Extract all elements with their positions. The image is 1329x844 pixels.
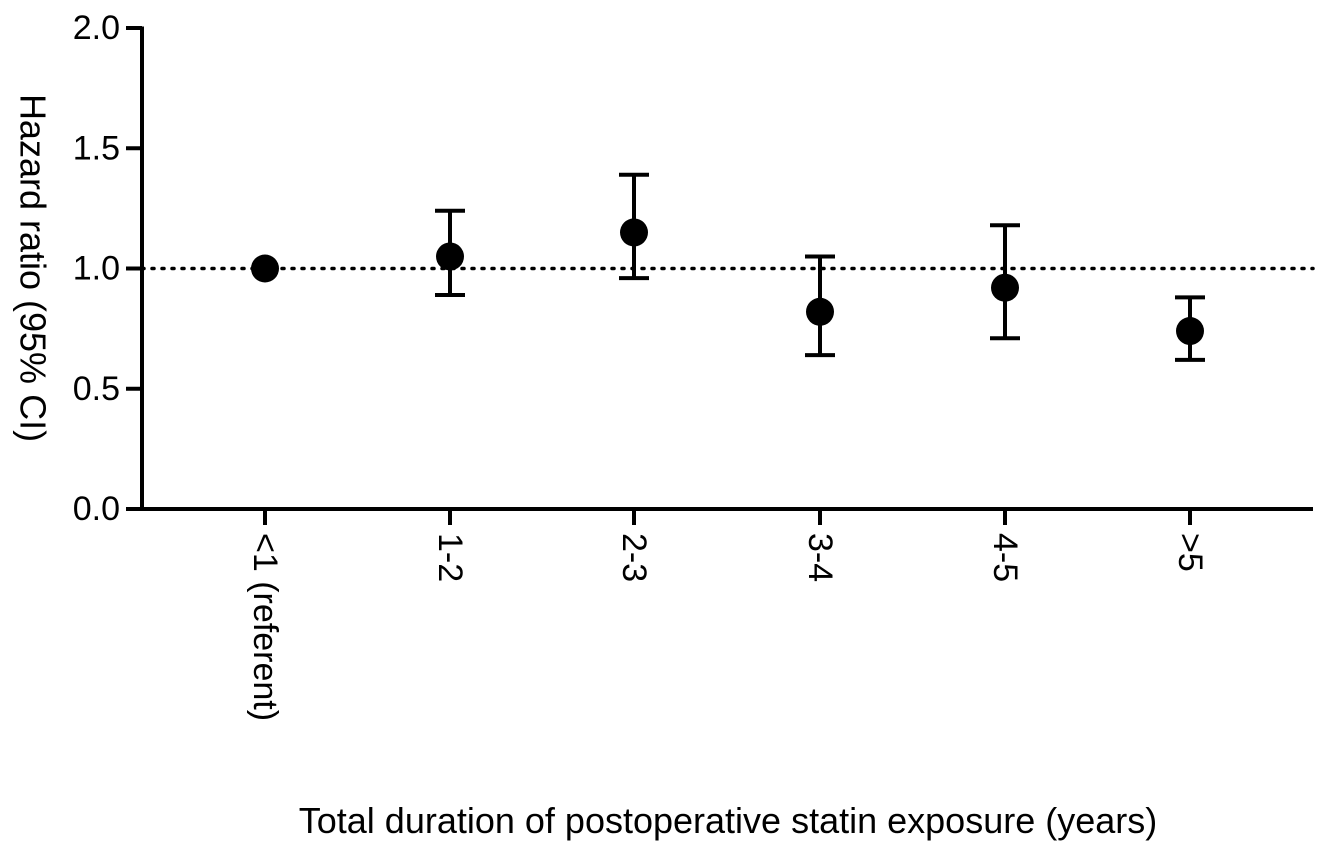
y-axis-title: Hazard ratio (95% CI): [12, 94, 53, 442]
error-bars: [435, 172, 1205, 362]
data-point: [620, 218, 648, 247]
x-tick-label: 2-3: [615, 533, 653, 582]
data-point: [1176, 317, 1204, 346]
data-point: [436, 242, 464, 271]
x-axis-title: Total duration of postoperative statin e…: [299, 800, 1157, 841]
y-tick-label: 0.5: [73, 370, 120, 408]
y-tick-label: 1.5: [73, 129, 120, 167]
data-point: [991, 273, 1019, 302]
data-point: [251, 254, 279, 283]
data-points: [251, 218, 1204, 346]
y-tick-label: 2.0: [73, 9, 120, 47]
x-tick-label: 1-2: [431, 533, 469, 582]
y-tick-label: 1.0: [73, 250, 120, 288]
x-axis-ticks: <1 (referent) 1-2 2-3 3-4 4-5 >5: [246, 509, 1209, 721]
data-point: [806, 297, 834, 326]
x-tick-label: >5: [1171, 533, 1209, 572]
axes: [140, 26, 1313, 511]
y-tick-label: 0.0: [73, 490, 120, 528]
x-tick-label: <1 (referent): [246, 533, 284, 721]
x-tick-label: 4-5: [986, 533, 1024, 582]
y-axis-ticks: 0.0 0.5 1.0 1.5 2.0: [73, 9, 142, 528]
x-tick-label: 3-4: [801, 533, 839, 582]
